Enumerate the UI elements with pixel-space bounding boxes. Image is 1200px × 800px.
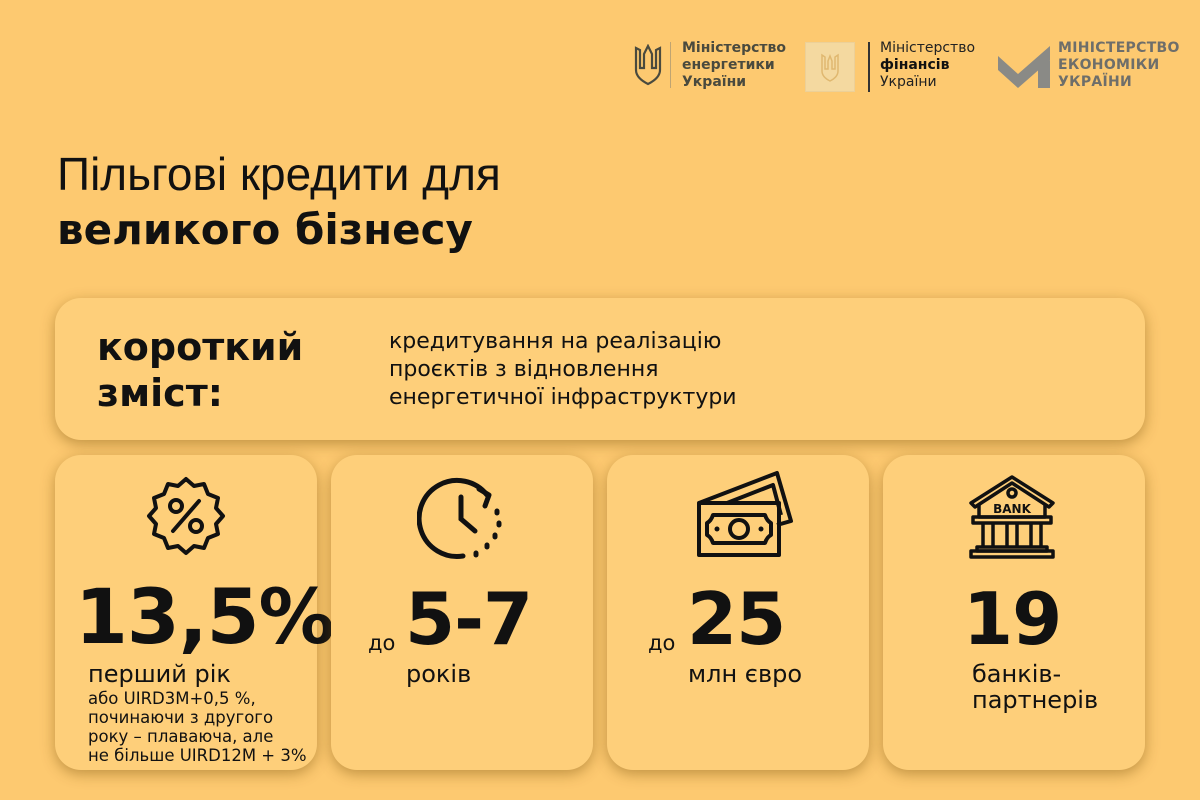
rate-detail: року – плаваюча, але bbox=[88, 727, 274, 746]
term-unit: років bbox=[406, 660, 472, 688]
bank-icon: BANK bbox=[969, 475, 1055, 559]
money-icon bbox=[697, 471, 793, 557]
m-logo-icon bbox=[998, 46, 1050, 88]
term-card: до 5-7 років bbox=[331, 455, 593, 770]
emblem-icon bbox=[805, 42, 855, 92]
rate-label: перший рік bbox=[88, 660, 231, 688]
rate-detail: не більше UIRD12M + 3% bbox=[88, 746, 307, 765]
amount-value: 25 bbox=[687, 577, 786, 661]
logo-text: ЕКОНОМІКИ bbox=[1058, 57, 1160, 73]
amount-unit: млн євро bbox=[688, 660, 802, 688]
summary-text: проєктів з відновлення bbox=[389, 357, 659, 382]
term-value: 5-7 bbox=[405, 577, 533, 661]
logo-text: енергетики bbox=[682, 57, 775, 73]
term-prefix: до bbox=[368, 631, 396, 655]
logo-text: Міністерство bbox=[880, 40, 976, 56]
rate-detail: починаючи з другого bbox=[88, 708, 274, 727]
banks-label: банків- bbox=[972, 660, 1062, 688]
clock-icon bbox=[417, 477, 502, 559]
divider bbox=[670, 42, 671, 88]
banks-card: BANK 19 банків- партнерів bbox=[883, 455, 1145, 770]
amount-card: до 25 млн євро bbox=[607, 455, 869, 770]
logo-text: МІНІСТЕРСТВО bbox=[1058, 40, 1180, 56]
percent-badge-icon bbox=[147, 477, 225, 555]
trident-icon bbox=[634, 44, 662, 86]
logo-text: Міністерство bbox=[682, 40, 787, 56]
logo-text: УКРАЇНИ bbox=[1058, 74, 1133, 90]
summary-text: енергетичної інфраструктури bbox=[389, 385, 737, 410]
banks-label: партнерів bbox=[972, 686, 1099, 714]
summary-label: короткий bbox=[97, 325, 304, 369]
logo-text: фінансів bbox=[880, 57, 950, 73]
bank-icon-label: BANK bbox=[993, 502, 1031, 516]
summary-label: зміст: bbox=[97, 371, 223, 415]
logo-text: України bbox=[682, 74, 747, 90]
logo-text: України bbox=[880, 74, 937, 90]
amount-prefix: до bbox=[648, 631, 676, 655]
banks-value: 19 bbox=[963, 577, 1062, 661]
summary-card: короткий зміст: кредитування на реалізац… bbox=[55, 298, 1145, 440]
rate-card: 13,5% перший рік або UIRD3M+0,5 %, почин… bbox=[55, 455, 335, 770]
title-line-bold: великого бізнесу bbox=[57, 205, 473, 254]
rate-value: 13,5% bbox=[75, 572, 335, 661]
page-title: Пільгові кредити для великого бізнесу bbox=[57, 146, 501, 258]
rate-detail: або UIRD3M+0,5 %, bbox=[88, 689, 256, 708]
summary-text: кредитування на реалізацію bbox=[389, 329, 722, 354]
title-line: Пільгові кредити для bbox=[57, 148, 501, 200]
divider bbox=[868, 42, 870, 92]
